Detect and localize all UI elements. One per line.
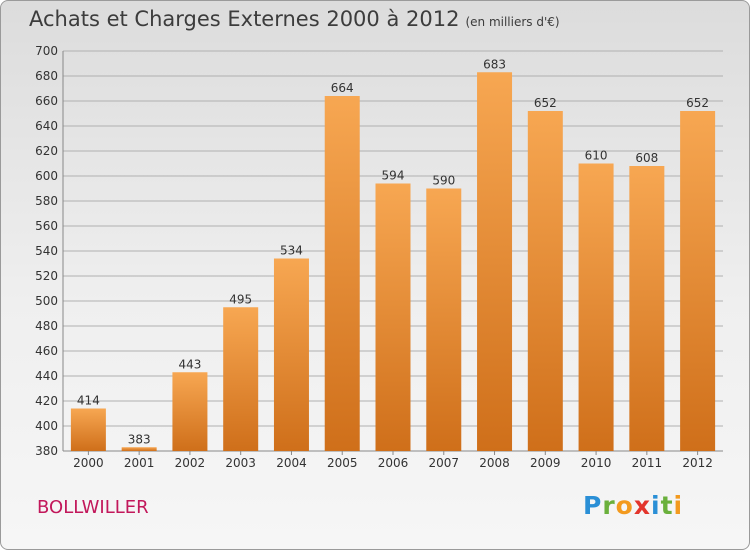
bar-value-label: 652 [686,96,709,110]
bar-value-label: 610 [585,149,608,163]
city-name: BOLLWILLER [37,497,149,518]
y-tick-label: 460 [35,344,58,358]
bar [70,408,106,451]
x-tick-label: 2012 [682,456,713,470]
bar-value-label: 652 [534,96,557,110]
logo-letter: o [615,491,634,520]
y-tick-label: 660 [35,94,58,108]
y-tick-label: 620 [35,144,58,158]
bar [172,372,208,451]
bar-value-label: 534 [280,244,303,258]
bar [121,447,157,451]
bars: 414 383 443 495 534 664 594 590 683 652 610 608 652 [70,57,716,451]
bar [273,258,309,451]
y-tick-label: 640 [35,119,58,133]
bar [578,163,614,451]
x-tick-label: 2011 [632,456,663,470]
x-tick-label: 2007 [428,456,459,470]
logo-letter: i [673,491,684,520]
logo-letter: P [583,491,603,520]
bar [324,96,360,451]
x-tick-label: 2008 [479,456,510,470]
logo-letter: t [660,491,674,520]
bar-value-label: 443 [178,357,201,371]
x-tick-label: 2000 [73,456,104,470]
x-axis-ticks: 2000 2001 2002 2003 2004 2005 2006 2007 2008 2009… [73,451,713,470]
y-tick-label: 440 [35,369,58,383]
bar [426,188,462,451]
y-tick-label: 480 [35,319,58,333]
y-tick-label: 420 [35,394,58,408]
y-tick-label: 560 [35,219,58,233]
chart-title-text: Achats et Charges Externes 2000 à 2012 [29,7,460,31]
proxiti-logo: Proxiti [583,491,683,520]
y-tick-label: 580 [35,194,58,208]
x-tick-label: 2003 [225,456,256,470]
x-tick-label: 2010 [581,456,612,470]
x-tick-label: 2005 [327,456,358,470]
y-tick-label: 520 [35,269,58,283]
y-tick-label: 700 [35,44,58,58]
x-tick-label: 2002 [175,456,206,470]
bar [629,166,665,451]
y-tick-label: 380 [35,444,58,458]
bar [477,72,513,451]
bar-value-label: 608 [635,151,658,165]
x-tick-label: 2006 [378,456,409,470]
y-tick-label: 540 [35,244,58,258]
x-tick-label: 2001 [124,456,155,470]
logo-letter: i [651,491,661,520]
bar-value-label: 414 [77,394,100,408]
chart-title: Achats et Charges Externes 2000 à 2012 (e… [29,7,560,31]
y-tick-label: 400 [35,419,58,433]
y-tick-label: 500 [35,294,58,308]
x-tick-label: 2004 [276,456,307,470]
bar [680,111,716,451]
bar [223,307,259,451]
bar [527,111,563,451]
bar-value-label: 590 [432,174,455,188]
bar-value-label: 495 [229,292,252,306]
x-tick-label: 2009 [530,456,561,470]
y-tick-label: 680 [35,69,58,83]
bar-value-label: 683 [483,57,506,71]
logo-letter: r [602,491,616,520]
chart-subtitle: (en milliers d'€) [465,15,560,29]
bar [375,183,411,451]
bar-value-label: 383 [128,432,151,446]
y-axis-ticks: 380 400 420 440 460 480 500 520 540 560 580 600 620 6… [35,44,58,458]
bar-value-label: 594 [382,169,405,183]
bar-value-label: 664 [331,81,354,95]
y-tick-label: 600 [35,169,58,183]
logo-letter: x [633,491,651,520]
